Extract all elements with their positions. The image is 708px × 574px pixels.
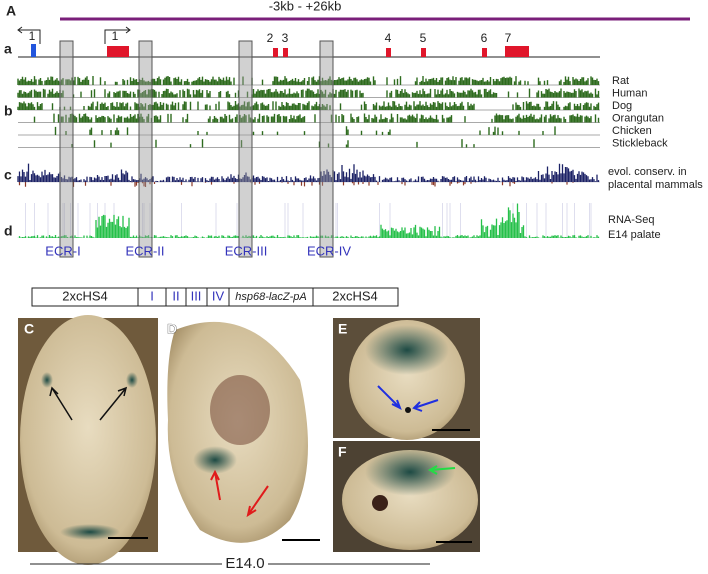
- ecr-box: [138, 40, 153, 258]
- track-label: evol. conserv. in: [608, 166, 687, 178]
- exon-label: 2: [267, 31, 274, 45]
- species-label: Human: [612, 87, 647, 99]
- construct-part: II: [172, 288, 179, 303]
- ecr-box: [238, 40, 253, 258]
- exon-label: 3: [282, 31, 289, 45]
- row-label: c: [4, 167, 12, 183]
- conservation-negative: [18, 182, 574, 187]
- track-label: E14 palate: [608, 229, 661, 241]
- tss-arrow: [104, 26, 131, 44]
- panel-label: F: [338, 444, 347, 460]
- species-label: Orangutan: [612, 112, 664, 124]
- exon-label: 1: [112, 29, 119, 43]
- construct-part: 2xcHS4: [332, 288, 378, 303]
- ecr-box: [319, 40, 334, 258]
- stage-bg: [222, 556, 268, 572]
- panel-label: C: [24, 321, 34, 337]
- panel-label: A: [6, 3, 16, 19]
- exon: [421, 48, 426, 57]
- ecr-label: ECR-I: [45, 243, 80, 258]
- species-label: Dog: [612, 100, 632, 112]
- row-label: a: [4, 41, 12, 57]
- row-label: b: [4, 103, 13, 119]
- construct: [31, 287, 399, 307]
- exon: [283, 48, 288, 57]
- ecr-boxes: [59, 40, 334, 258]
- exon: [505, 46, 529, 57]
- construct-part: I: [150, 288, 154, 303]
- exon-label: 7: [505, 31, 512, 45]
- conservation-track: [54, 126, 556, 135]
- track-label: placental mammals: [608, 179, 703, 191]
- range-label: -3kb - +26kb: [269, 0, 342, 13]
- photo-e: E: [333, 318, 480, 440]
- construct-part: III: [191, 288, 202, 303]
- rnaseq-grid: [25, 203, 592, 238]
- construct-part: hsp68-lacZ-pA: [235, 291, 307, 303]
- rnaseq-signal: [17, 203, 600, 238]
- exon: [31, 44, 36, 57]
- ecr-label: ECR-II: [126, 243, 165, 258]
- construct-part: IV: [212, 288, 225, 303]
- construct-box: [31, 287, 399, 307]
- exon-label: 1: [29, 29, 36, 43]
- species-label: Rat: [612, 75, 629, 87]
- conservation-signal: [17, 163, 600, 182]
- ecr-box: [59, 40, 74, 258]
- panel-label: D: [167, 321, 177, 337]
- photo-c: C: [18, 315, 158, 565]
- panel-label: E: [338, 321, 347, 337]
- row-label: d: [4, 223, 13, 239]
- exon: [386, 48, 391, 57]
- exon: [107, 46, 129, 57]
- photo-d: D: [162, 318, 330, 552]
- conservation-track: [17, 88, 600, 98]
- exon-label: 4: [385, 31, 392, 45]
- stage-label: E14.0: [225, 555, 264, 572]
- photo-f: F: [333, 441, 480, 552]
- exon: [273, 48, 278, 57]
- conservation-track: [17, 101, 600, 110]
- exon: [482, 48, 487, 57]
- species-label: Stickleback: [612, 137, 668, 149]
- conservation-track: [17, 76, 600, 85]
- construct-part: 2xcHS4: [62, 288, 108, 303]
- exon-label: 6: [481, 31, 488, 45]
- track-label: RNA-Seq: [608, 214, 654, 226]
- exon-label: 5: [420, 31, 427, 45]
- ecr-label: ECR-IV: [307, 243, 351, 258]
- conservation-track: [33, 113, 600, 123]
- species-label: Chicken: [612, 125, 652, 137]
- tss-arrow: [17, 26, 41, 44]
- ecr-label: ECR-III: [225, 243, 268, 258]
